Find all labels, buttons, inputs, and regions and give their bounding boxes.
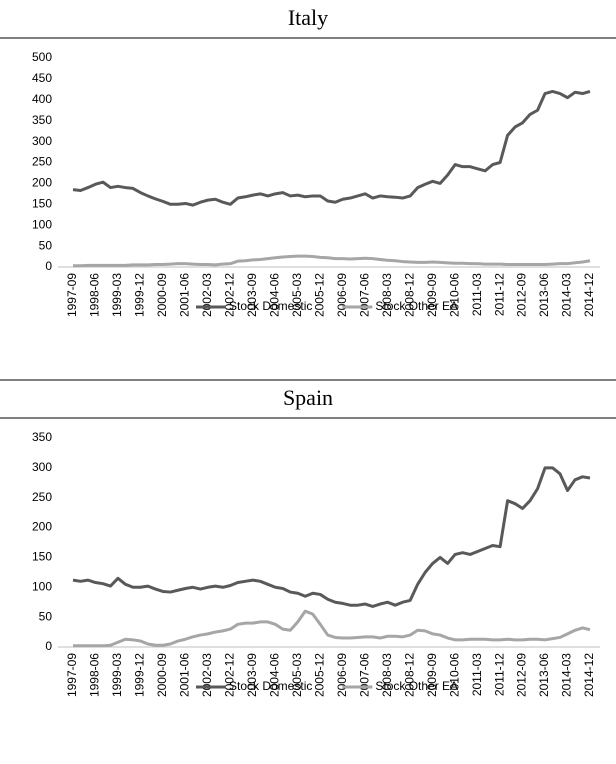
legend-label: Stock Domestic bbox=[229, 299, 312, 313]
x-tick-label: 2011-12 bbox=[492, 653, 506, 696]
x-tick-label: 2014-03 bbox=[560, 653, 574, 697]
y-tick-label: 300 bbox=[32, 460, 52, 474]
x-tick-label: 2007-06 bbox=[357, 653, 371, 697]
y-tick-label: 150 bbox=[32, 196, 52, 210]
x-tick-label: 2009-09 bbox=[425, 653, 439, 697]
y-tick-label: 150 bbox=[32, 550, 52, 564]
x-tick-label: 2000-09 bbox=[155, 653, 169, 697]
x-tick-label: 2002-12 bbox=[223, 653, 237, 697]
x-tick-label: 2005-03 bbox=[290, 653, 304, 697]
y-tick-label: 100 bbox=[32, 217, 52, 231]
legend-label: Stock Other EA bbox=[375, 299, 458, 313]
x-tick-label: 2004-06 bbox=[267, 653, 281, 697]
x-tick-label: 2012-09 bbox=[515, 273, 529, 317]
x-tick-label: 2014-12 bbox=[582, 653, 596, 697]
x-tick-label: 2001-06 bbox=[178, 273, 192, 317]
x-tick-label: 1997-09 bbox=[65, 273, 79, 317]
x-tick-label: 2014-03 bbox=[560, 273, 574, 317]
x-tick-label: 2000-09 bbox=[155, 273, 169, 317]
y-tick-label: 350 bbox=[32, 430, 52, 444]
line-series bbox=[73, 609, 591, 648]
x-tick-label: 2011-03 bbox=[470, 273, 484, 316]
y-tick-label: 100 bbox=[32, 579, 52, 593]
x-tick-label: 2008-03 bbox=[380, 273, 394, 317]
x-tick-label: 2011-03 bbox=[470, 653, 484, 696]
line-series bbox=[73, 254, 591, 268]
x-tick-label: 2011-12 bbox=[492, 273, 506, 316]
x-tick-label: 1998-06 bbox=[88, 653, 102, 697]
chart-title: Spain bbox=[283, 385, 333, 410]
x-tick-label: 2013-06 bbox=[537, 273, 551, 317]
x-tick-label: 2003-09 bbox=[245, 273, 259, 317]
x-tick-label: 2008-03 bbox=[380, 653, 394, 697]
x-tick-label: 2008-12 bbox=[402, 273, 416, 317]
x-tick-label: 2001-06 bbox=[178, 653, 192, 697]
line-series bbox=[72, 89, 591, 207]
x-tick-label: 2013-06 bbox=[537, 653, 551, 697]
y-tick-label: 450 bbox=[32, 71, 52, 85]
x-tick-label: 1999-03 bbox=[110, 653, 124, 697]
x-tick-label: 1998-06 bbox=[88, 273, 102, 317]
x-tick-label: 2007-06 bbox=[357, 273, 371, 317]
x-tick-label: 2005-03 bbox=[290, 273, 304, 317]
y-tick-label: 50 bbox=[39, 609, 53, 623]
x-tick-label: 2006-09 bbox=[335, 273, 349, 317]
x-tick-label: 1999-03 bbox=[110, 273, 124, 317]
x-tick-label: 1999-12 bbox=[133, 653, 147, 697]
y-tick-label: 250 bbox=[32, 490, 52, 504]
y-tick-label: 250 bbox=[32, 155, 52, 169]
x-tick-label: 2002-03 bbox=[200, 653, 214, 697]
x-tick-label: 2010-06 bbox=[447, 653, 461, 697]
x-tick-label: 2005-12 bbox=[312, 653, 326, 697]
x-tick-label: 2012-09 bbox=[515, 653, 529, 697]
y-tick-label: 350 bbox=[32, 113, 52, 127]
x-tick-label: 2002-12 bbox=[223, 273, 237, 317]
x-tick-label: 1999-12 bbox=[133, 273, 147, 317]
y-tick-label: 200 bbox=[32, 176, 52, 190]
y-tick-label: 200 bbox=[32, 520, 52, 534]
chart-title: Italy bbox=[288, 5, 328, 30]
x-tick-label: 2004-06 bbox=[267, 273, 281, 317]
legend-label: Stock Domestic bbox=[229, 679, 312, 693]
x-tick-label: 2003-09 bbox=[245, 653, 259, 697]
x-tick-label: 2005-12 bbox=[312, 273, 326, 317]
y-tick-label: 400 bbox=[32, 92, 52, 106]
y-tick-label: 50 bbox=[39, 238, 53, 252]
x-tick-label: 1997-09 bbox=[65, 653, 79, 697]
x-tick-label: 2006-09 bbox=[335, 653, 349, 697]
y-tick-label: 300 bbox=[32, 134, 52, 148]
x-tick-label: 2010-06 bbox=[447, 273, 461, 317]
y-tick-label: 500 bbox=[32, 50, 52, 64]
line-series bbox=[72, 466, 591, 608]
x-tick-label: 2002-03 bbox=[200, 273, 214, 317]
y-tick-label: 0 bbox=[45, 259, 52, 273]
x-tick-label: 2014-12 bbox=[582, 273, 596, 317]
x-tick-label: 2009-09 bbox=[425, 273, 439, 317]
y-tick-label: 0 bbox=[45, 639, 52, 653]
x-tick-label: 2008-12 bbox=[402, 653, 416, 697]
legend-label: Stock Other EA bbox=[375, 679, 458, 693]
